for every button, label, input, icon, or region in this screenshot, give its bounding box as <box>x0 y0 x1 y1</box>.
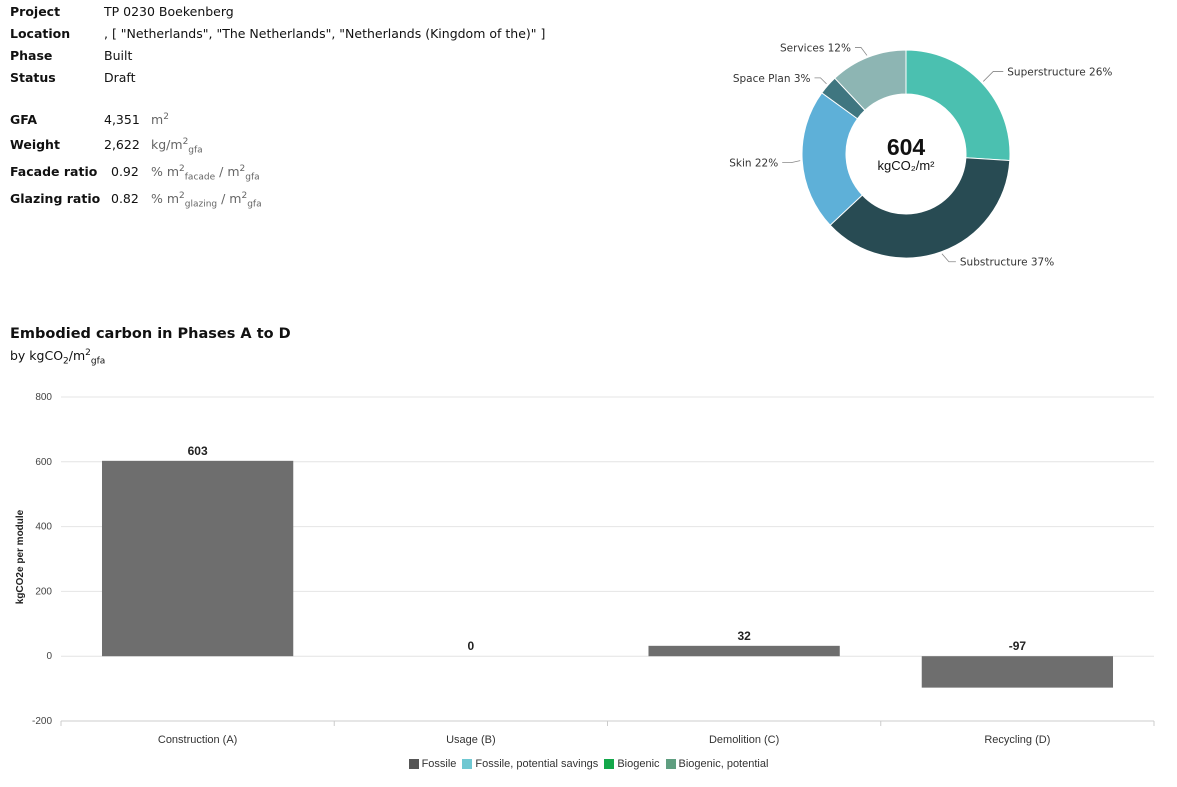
legend-swatch <box>665 759 676 769</box>
weight-label: Weight <box>10 137 60 152</box>
donut-slice-label: Superstructure 26% <box>1007 66 1112 78</box>
project-label: Project <box>10 4 61 19</box>
legend-swatch <box>604 759 615 769</box>
legend-swatch <box>462 759 473 769</box>
donut-leader-line <box>982 71 1004 82</box>
y-tick-label: 0 <box>46 651 52 662</box>
donut-svg: Superstructure 26% Substructure 37% Skin 2… <box>729 42 1112 269</box>
donut-center-value: 604 <box>887 134 926 160</box>
gfa-unit: m2 <box>151 112 169 128</box>
bar-value-label: 32 <box>737 629 751 643</box>
bar-chart: 800 600 400 200 0 -200 Construction (A) Usage … <box>0 380 1177 787</box>
project-value: TP 0230 Boekenberg <box>104 4 234 19</box>
bar-value-label: 0 <box>468 639 475 653</box>
legend-label: Biogenic <box>617 758 660 770</box>
y-tick-label: 400 <box>35 522 52 533</box>
x-category-label: Recycling (D) <box>984 734 1050 746</box>
location-label: Location <box>10 26 71 41</box>
donut-slice[interactable] <box>829 157 1011 259</box>
y-tick-label: 800 <box>35 392 52 403</box>
location-value: , [ "Netherlands", "The Netherlands", "N… <box>104 26 546 41</box>
weight-unit: kg/m2gfa <box>151 137 203 156</box>
donut-slice-label: Services 12% <box>780 42 851 54</box>
donut-leader-line <box>782 160 801 164</box>
donut-chart: Superstructure 26% Substructure 37% Skin 2… <box>720 30 1140 275</box>
x-category-label: Demolition (C) <box>709 734 779 746</box>
bar-value-label: -97 <box>1009 639 1027 653</box>
donut-slice-label: Skin 22% <box>729 158 778 170</box>
gfa-value: 4,351 <box>104 112 140 127</box>
x-category-label: Construction (A) <box>158 734 237 746</box>
section-title: Embodied carbon in Phases A to D <box>10 326 291 342</box>
glazing-unit: % m2glazing / m2gfa <box>151 191 262 210</box>
gfa-label: GFA <box>10 112 38 127</box>
y-tick-label: 200 <box>35 586 52 597</box>
section-subtitle: by kgCO2/m2gfa <box>10 348 106 367</box>
donut-leader-line <box>814 77 827 85</box>
legend-item[interactable]: Fossile, potential savings <box>462 758 598 770</box>
chart-legend: Fossile Fossile, potential savings Biogeni… <box>0 758 1177 772</box>
bar-svg: 800 600 400 200 0 -200 Construction (A) Usage … <box>15 392 1155 746</box>
bar[interactable] <box>921 656 1114 688</box>
legend-item[interactable]: Fossile <box>408 758 457 770</box>
status-label: Status <box>10 70 56 85</box>
donut-slice[interactable] <box>834 49 907 111</box>
bar[interactable] <box>101 460 294 657</box>
phase-label: Phase <box>10 48 53 63</box>
legend-label: Biogenic, potential <box>678 758 769 770</box>
legend-label: Fossile, potential savings <box>475 758 599 770</box>
weight-value: 2,622 <box>104 137 140 152</box>
legend-label: Fossile <box>421 758 457 770</box>
bar-value-label: 603 <box>188 444 208 458</box>
legend-item[interactable]: Biogenic, potential <box>665 758 769 770</box>
x-category-label: Usage (B) <box>446 734 496 746</box>
bar[interactable] <box>648 645 840 657</box>
legend-item[interactable]: Biogenic <box>604 758 660 770</box>
facade-label: Facade ratio <box>10 164 98 179</box>
donut-center-unit: kgCO₂/m² <box>877 158 935 173</box>
y-tick-label: -200 <box>32 716 52 727</box>
donut-slice-label: Space Plan 3% <box>733 73 811 85</box>
y-axis-label: kgCO2e per module <box>15 509 26 604</box>
glazing-label: Glazing ratio <box>10 191 101 206</box>
donut-leader-line <box>941 253 956 263</box>
glazing-value: 0.82 <box>111 191 139 206</box>
phase-value: Built <box>104 48 133 63</box>
y-tick-label: 600 <box>35 457 52 468</box>
donut-leader-line <box>854 47 868 56</box>
facade-unit: % m2facade / m2gfa <box>151 164 260 183</box>
legend-swatch <box>408 759 419 769</box>
status-value: Draft <box>104 70 136 85</box>
donut-slice-label: Substructure 37% <box>960 257 1054 269</box>
facade-value: 0.92 <box>111 164 139 179</box>
